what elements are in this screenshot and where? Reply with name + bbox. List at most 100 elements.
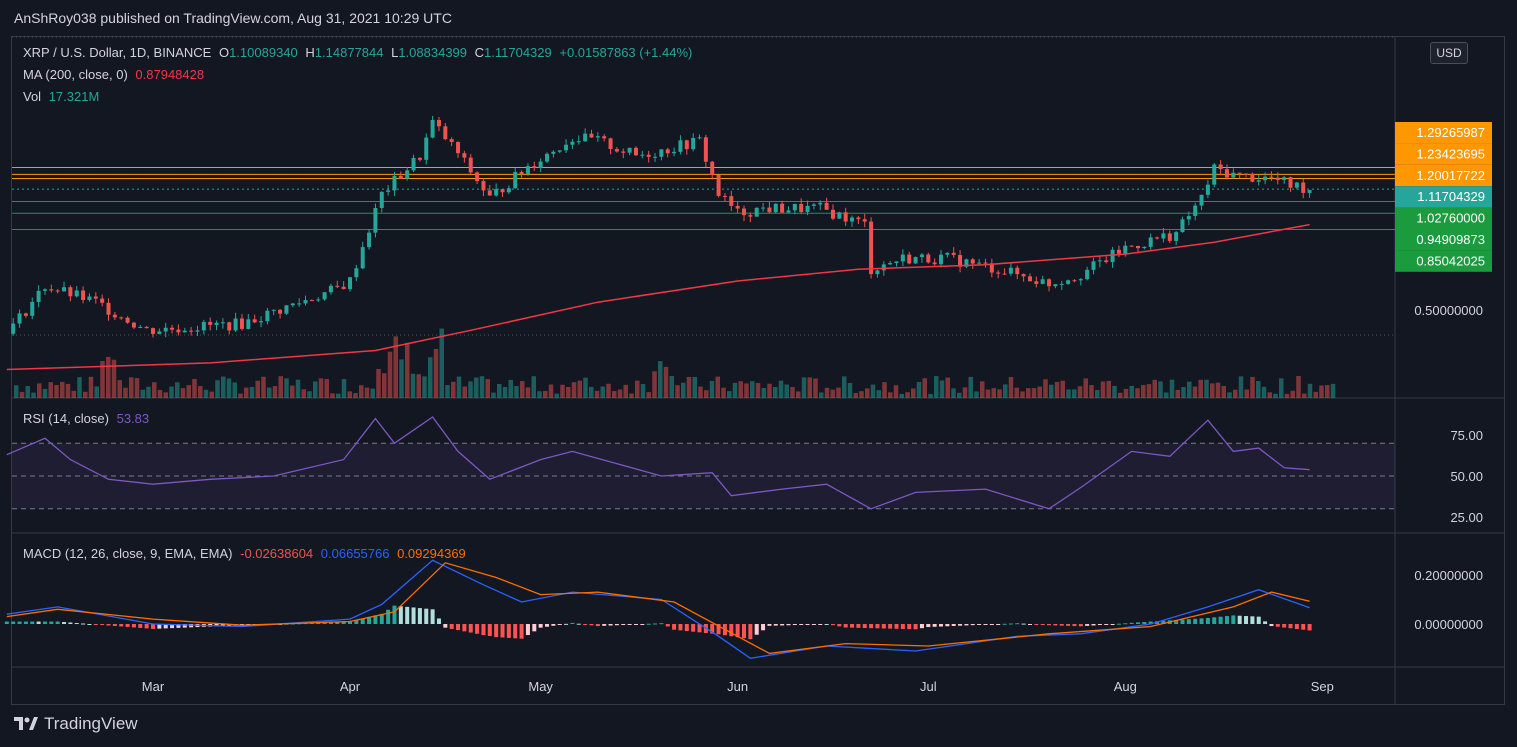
x-axis-label: May: [528, 679, 553, 694]
macd-histogram-bar: [55, 621, 60, 624]
macd-histogram-bar: [367, 616, 372, 624]
candle-body: [233, 318, 238, 331]
candle-body: [49, 289, 54, 291]
macd-histogram-bar: [405, 606, 410, 624]
candle-body: [36, 290, 41, 302]
candle-body: [157, 331, 162, 334]
volume-bar: [1106, 380, 1111, 398]
volume-bar: [462, 386, 467, 398]
candle-body: [672, 151, 677, 154]
candle-body: [735, 205, 740, 209]
low-label: L: [391, 45, 399, 60]
candle-body: [926, 254, 931, 263]
macd-histogram-bar: [42, 621, 47, 624]
candle-body: [786, 210, 791, 213]
macd-histogram-bar: [411, 607, 416, 624]
candle-body: [87, 296, 92, 301]
volume-bar: [364, 387, 370, 398]
macd-histogram-bar: [824, 624, 829, 625]
macd-histogram-bar: [532, 624, 537, 632]
volume-bar: [290, 385, 295, 398]
volume-bar: [485, 379, 490, 398]
candle-body: [68, 287, 73, 297]
open-value: 1.10089340: [229, 45, 298, 60]
candle-body: [519, 171, 524, 175]
volume-bar: [238, 393, 243, 398]
candle-body: [487, 190, 492, 196]
macd-histogram-bar: [373, 615, 378, 624]
macd-histogram-bar: [1047, 624, 1052, 626]
macd-histogram-bar: [1066, 624, 1071, 626]
tradingview-brand[interactable]: TradingView: [14, 714, 138, 734]
candle-body: [1002, 273, 1007, 275]
price-tag: [1395, 229, 1492, 251]
macd-histogram-bar: [1205, 617, 1210, 624]
candle-body: [1301, 182, 1306, 193]
macd-histogram-bar: [74, 623, 79, 625]
candle-body: [932, 262, 937, 265]
candle-body: [970, 259, 975, 264]
volume-bar: [589, 386, 594, 398]
macd-histogram-bar: [424, 608, 429, 624]
macd-histogram-bar: [640, 624, 645, 625]
macd-histogram-bar: [494, 624, 499, 638]
candle-body: [595, 136, 600, 138]
macd-histogram-bar: [1250, 616, 1255, 624]
volume-bar: [1135, 388, 1140, 398]
macd-histogram-bar: [1218, 616, 1223, 624]
candle-body: [379, 191, 384, 208]
volume-bar: [318, 378, 324, 398]
volume-bar: [1089, 385, 1094, 398]
volume-bar: [1026, 388, 1031, 398]
candle-body: [805, 205, 810, 212]
macd-histogram-bar: [462, 624, 467, 632]
macd-histogram-bar: [1040, 624, 1045, 625]
macd-histogram-bar: [1021, 623, 1026, 625]
candle-body: [837, 212, 842, 219]
candle-body: [659, 149, 664, 157]
candle-body: [678, 140, 683, 152]
macd-histogram-bar: [958, 624, 963, 626]
volume-bar: [1221, 385, 1226, 398]
macd-histogram-bar: [386, 609, 391, 624]
macd-histogram-bar: [653, 623, 658, 625]
volume-bar: [698, 386, 703, 398]
candle-body: [125, 317, 130, 323]
candle-body: [1186, 216, 1191, 220]
volume-bar: [778, 380, 784, 398]
macd-histogram-bar: [913, 624, 918, 630]
volume-bar: [594, 390, 600, 398]
candle-body: [862, 219, 867, 222]
macd-histogram-bar: [392, 605, 397, 624]
volume-bar: [1273, 393, 1278, 398]
macd-histogram-bar: [1237, 615, 1242, 624]
price-axis-label: 0.50000000: [1414, 303, 1483, 318]
candle-body: [398, 175, 403, 179]
macd-histogram-bar: [449, 624, 454, 629]
macd-histogram-bar: [417, 608, 422, 624]
currency-button[interactable]: USD: [1430, 42, 1468, 64]
candle-body: [316, 299, 321, 301]
macd-histogram-bar: [983, 624, 988, 625]
volume-bar: [537, 391, 542, 398]
candle-body: [1047, 279, 1052, 287]
volume-bar: [962, 387, 968, 398]
volume-bar: [531, 376, 536, 398]
volume-bar: [640, 384, 646, 398]
candle-body: [754, 207, 759, 217]
macd-histogram-bar: [513, 624, 518, 639]
volume-bar: [497, 384, 502, 398]
macd-histogram-bar: [1091, 624, 1096, 626]
macd-histogram-bar: [595, 624, 600, 627]
candle-body: [875, 270, 880, 275]
volume-bar: [83, 391, 88, 398]
volume-bar: [755, 383, 761, 398]
candle-body: [1199, 194, 1204, 206]
candle-body: [1193, 205, 1198, 217]
volume-bar: [1095, 389, 1100, 398]
candle-body: [354, 268, 359, 278]
macd-histogram-bar: [506, 624, 511, 638]
macd-histogram-bar: [468, 624, 473, 633]
macd-histogram-bar: [1224, 616, 1229, 624]
